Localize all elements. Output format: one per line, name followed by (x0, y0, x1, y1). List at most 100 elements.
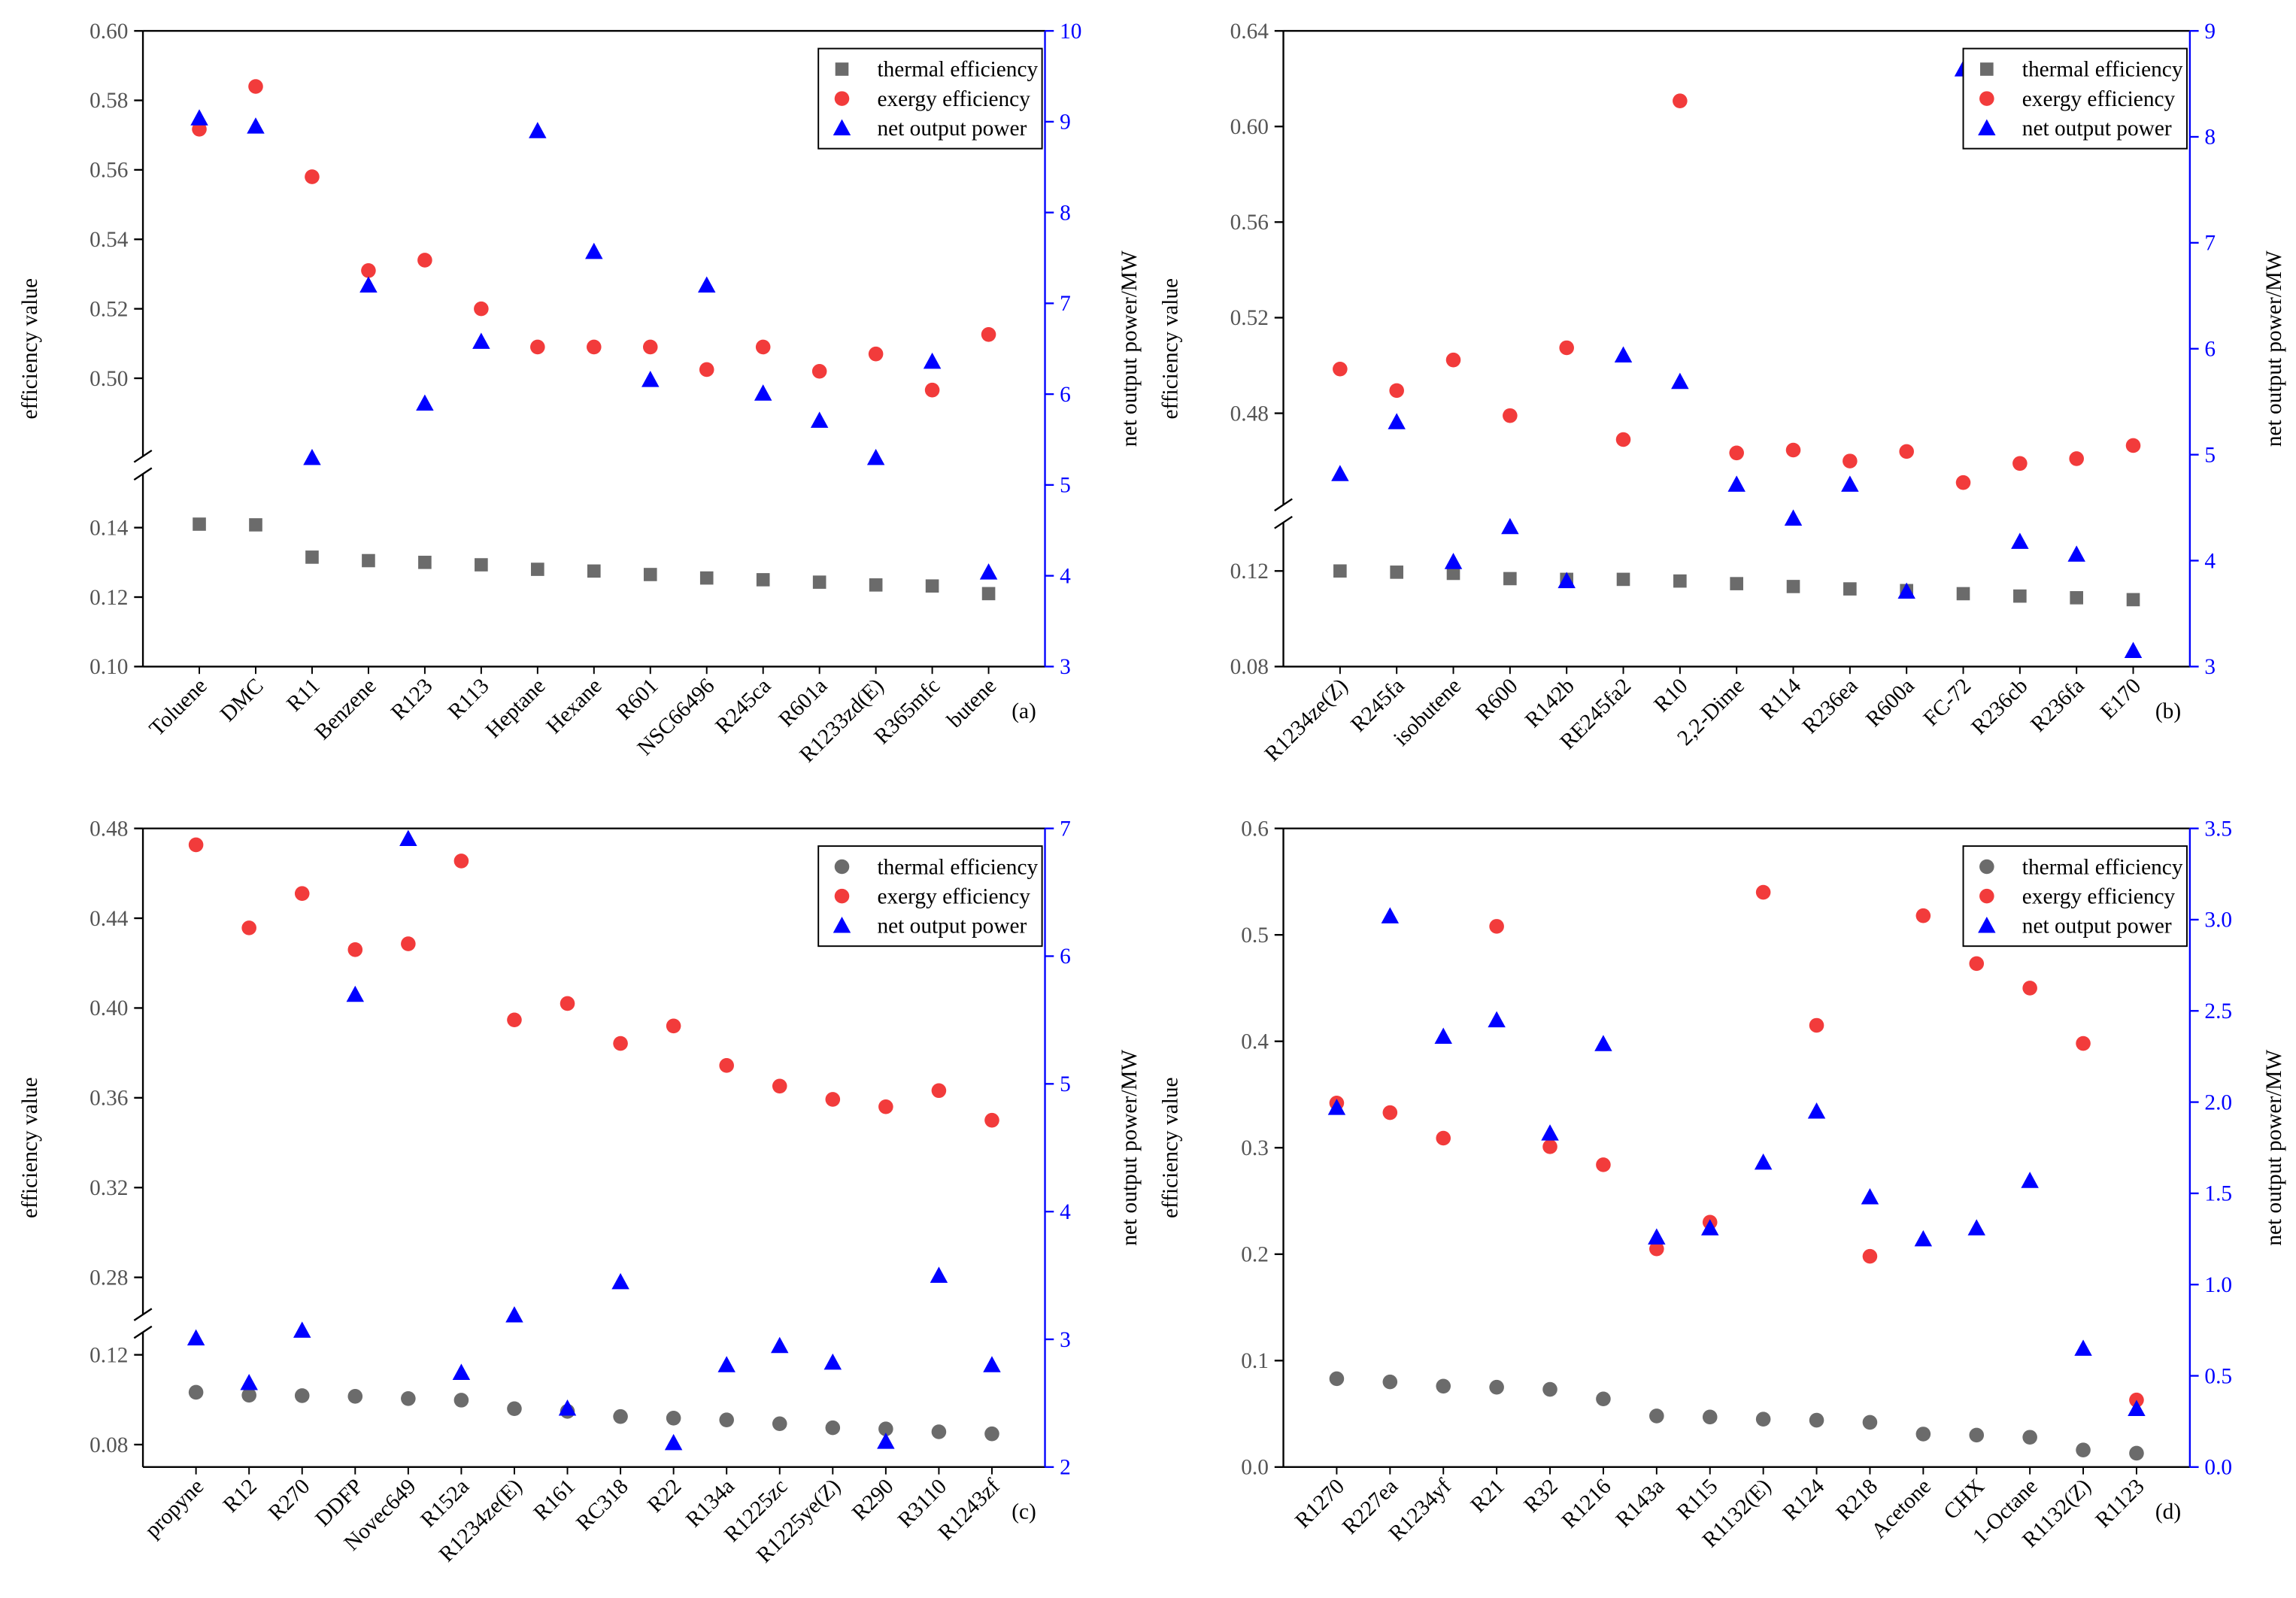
data-point (2011, 532, 2029, 549)
data-point (188, 1384, 204, 1400)
data-point (772, 1416, 787, 1432)
legend-box (1962, 47, 2188, 150)
data-point (507, 1012, 522, 1028)
data-point (399, 829, 417, 847)
y-tick-label: 0.2 (1241, 1243, 1269, 1267)
data-point (983, 1356, 1001, 1372)
data-point (1596, 1157, 1611, 1172)
data-point (1700, 1219, 1719, 1236)
legend-label: thermal efficiency (877, 58, 1038, 82)
y2-tick-label: 6 (2204, 338, 2216, 362)
data-point (924, 382, 940, 398)
data-point (241, 1387, 256, 1403)
data-point (293, 1321, 311, 1338)
data-point (507, 1401, 522, 1417)
x-tick-label: DMC (216, 674, 268, 726)
data-point (453, 854, 469, 869)
x-tick-label: R236ea (1798, 674, 1863, 738)
data-point (587, 339, 602, 355)
y-tick-label: 0.10 (89, 655, 128, 679)
y2-axis-title: net output power/MW (2262, 250, 2286, 447)
data-point (699, 362, 714, 378)
data-point (305, 169, 320, 184)
data-point (611, 1272, 629, 1290)
data-point (1381, 907, 1400, 923)
y-tick-label: 0.28 (89, 1266, 128, 1290)
legend-label: net output power (877, 914, 1027, 938)
y2-tick-label: 2 (1060, 1456, 1071, 1480)
data-point (2022, 981, 2037, 996)
data-point (810, 411, 829, 428)
y-tick-label: 0.54 (89, 228, 129, 252)
x-tick-label: Acetone (1867, 1475, 1936, 1544)
y2-tick-label: 10 (1060, 20, 1081, 44)
y2-axis-title: net output power/MW (2262, 1050, 2286, 1246)
axis-break (133, 467, 153, 481)
data-point (305, 550, 319, 564)
legend-marker (835, 62, 849, 76)
data-point (664, 1433, 683, 1451)
y-tick-label: 0.44 (89, 907, 129, 931)
data-point (1333, 361, 1348, 377)
x-tick-label: R113 (444, 674, 494, 724)
data-point (1648, 1228, 1666, 1245)
data-point (666, 1410, 681, 1426)
data-point (1862, 1248, 1878, 1264)
data-point (2076, 1442, 2091, 1457)
y-tick-label: 0.5 (1241, 923, 1269, 948)
data-point (416, 394, 434, 411)
data-point (1329, 1371, 1345, 1387)
legend-marker (1979, 91, 1994, 106)
x-tick-label: R21 (1466, 1475, 1509, 1518)
data-point (823, 1353, 842, 1370)
data-point (756, 573, 770, 587)
data-point (1897, 582, 1915, 599)
data-point (1445, 352, 1461, 368)
legend-box (1962, 845, 2188, 948)
data-point (187, 1329, 205, 1346)
x-tick-label: RC318 (572, 1475, 632, 1536)
data-point (981, 327, 996, 342)
data-point (418, 556, 432, 569)
y2-axis-title: net output power/MW (1118, 250, 1142, 447)
data-point (931, 1424, 947, 1439)
data-point (347, 942, 363, 957)
data-point (361, 263, 376, 278)
y-axis-title: efficiency value (18, 1077, 42, 1218)
y-axis-title: efficiency value (1159, 278, 1183, 420)
y-tick-label: 0.60 (89, 20, 128, 44)
x-tick-label: R1123 (2091, 1475, 2149, 1533)
x-tick-label: R600 (1472, 674, 1523, 725)
legend-marker (834, 888, 850, 904)
data-point (923, 352, 942, 369)
x-tick-label: R143a (1612, 1475, 1670, 1533)
x-tick-label: R10 (1649, 674, 1692, 717)
data-point (1755, 1412, 1771, 1427)
data-point (1729, 445, 1744, 461)
data-point (1730, 577, 1743, 590)
y-tick-label: 0.1 (1241, 1349, 1269, 1373)
data-point (719, 1058, 734, 1073)
data-point (1436, 1130, 1451, 1146)
data-point (2067, 545, 2085, 562)
data-point (666, 1018, 681, 1034)
data-point (1754, 1153, 1773, 1170)
data-point (1809, 1017, 1824, 1033)
data-point (294, 886, 310, 901)
x-tick-label: R114 (1755, 674, 1806, 724)
y-tick-label: 0.48 (89, 817, 128, 841)
x-tick-label: R236cb (1967, 674, 2032, 739)
y2-tick-label: 3 (1060, 655, 1071, 679)
data-point (1333, 564, 1347, 578)
data-point (1388, 413, 1406, 429)
x-tick-label: R270 (264, 1475, 315, 1526)
data-point (1489, 919, 1504, 934)
x-tick-label: R32 (1520, 1475, 1563, 1518)
data-point (1616, 572, 1630, 587)
data-point (2022, 1430, 2037, 1445)
data-point (930, 1266, 948, 1283)
y-tick-label: 0.6 (1241, 817, 1269, 841)
y2-tick-label: 4 (1060, 1200, 1071, 1224)
x-tick-label: R236fa (2026, 674, 2089, 737)
